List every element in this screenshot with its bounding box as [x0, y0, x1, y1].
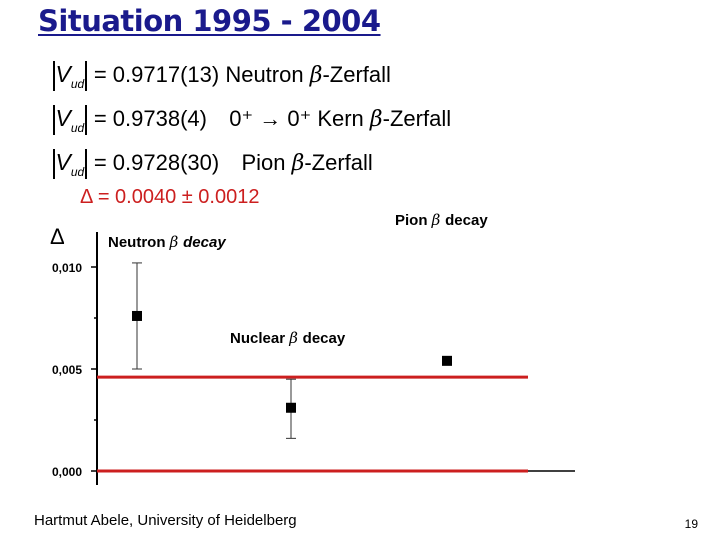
point-label-0: Neutron β decay — [108, 233, 226, 251]
point-label-2: Pion β decay — [395, 211, 488, 229]
data-point-2 — [442, 355, 452, 366]
footer-author: Hartmut Abele, University of Heidelberg — [34, 512, 297, 529]
page-number: 19 — [684, 517, 698, 531]
delta-equation: Δ = 0.0040 ± 0.0012 — [80, 186, 260, 208]
equation-nuclear: Vud = 0.9738(4) 0⁺ → 0⁺ Kern β-Zerfall — [52, 100, 451, 136]
y-axis-label: Δ — [50, 224, 65, 249]
data-point-1 — [286, 402, 296, 413]
point-label-1: Nuclear β decay — [230, 329, 346, 347]
y-tick-label: 0,005 — [52, 363, 82, 377]
equation-pion: Vud = 0.9728(30) Pion β-Zerfall — [52, 144, 373, 180]
equation-neutron: Vud = 0.9717(13) Neutron β-Zerfall — [52, 56, 391, 92]
y-tick-label: 0,000 — [52, 465, 82, 479]
y-tick-label: 0,010 — [52, 261, 82, 275]
slide-title: Situation 1995 - 2004 — [38, 4, 381, 38]
data-point-0 — [132, 310, 142, 321]
